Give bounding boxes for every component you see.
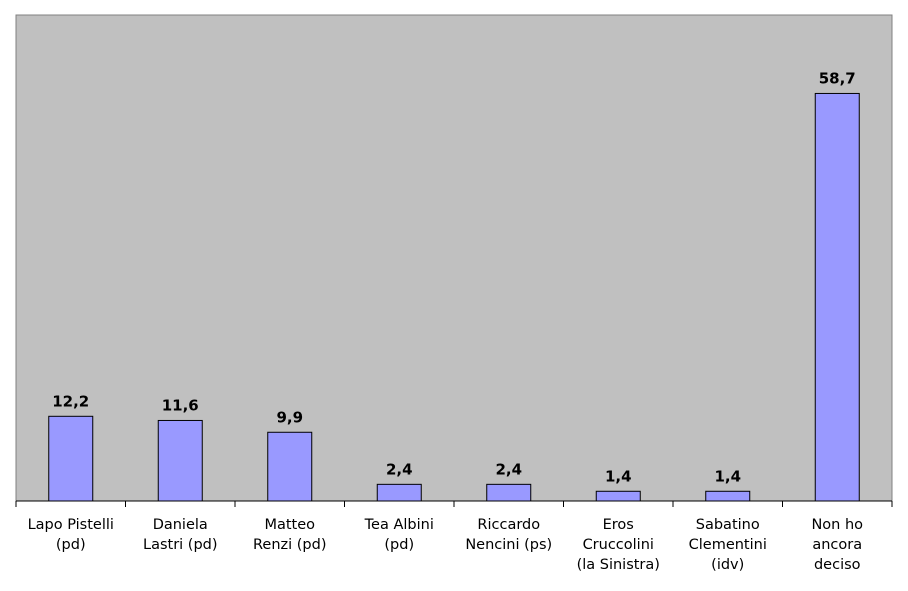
- bar: [814, 92, 860, 502]
- value-label: 1,4: [714, 467, 741, 485]
- x-tick-label: Sabatino Clementini (idv): [689, 517, 767, 573]
- value-label: 58,7: [819, 69, 856, 87]
- bar: [486, 483, 532, 502]
- value-label: 12,2: [52, 392, 89, 410]
- bar: [376, 483, 422, 502]
- plot-area: [15, 14, 893, 502]
- value-label: 2,4: [495, 460, 522, 478]
- bar: [157, 419, 203, 502]
- value-label: 2,4: [386, 460, 413, 478]
- bar: [267, 431, 313, 502]
- value-label: 11,6: [162, 396, 199, 414]
- x-tick-label: Tea Albini (pd): [364, 517, 434, 553]
- x-tick-label: Riccardo Nencini (ps): [465, 517, 552, 553]
- x-tick-label: Eros Cruccolini (la Sinistra): [577, 517, 660, 573]
- x-tick-label: Lapo Pistelli (pd): [28, 517, 114, 553]
- bar: [595, 490, 641, 502]
- bar: [705, 490, 751, 502]
- bar: [48, 415, 94, 502]
- x-tick-label: Daniela Lastri (pd): [143, 517, 218, 553]
- x-tick-label: Non ho ancora deciso: [811, 517, 863, 573]
- value-label: 9,9: [276, 408, 303, 426]
- x-tick-label: Matteo Renzi (pd): [253, 517, 327, 553]
- value-label: 1,4: [605, 467, 632, 485]
